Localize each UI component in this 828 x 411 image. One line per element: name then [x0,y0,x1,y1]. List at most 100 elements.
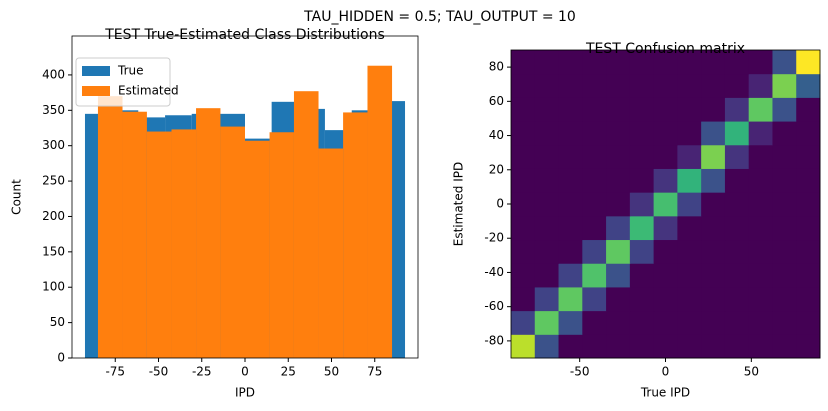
heatmap-cell [724,97,750,122]
heatmap-cell [677,168,702,193]
y-tick-label: 150 [42,244,65,258]
heatmap-cell [511,168,536,193]
heatmap-cell [724,144,750,169]
heatmap-cell [701,192,726,217]
heatmap-cell [511,97,536,122]
y-tick-label: -40 [484,265,504,279]
heatmap-cell [511,144,536,169]
y-tick-label: 250 [42,174,65,188]
heatmap-cell [748,97,773,122]
heatmap-cell [629,263,655,288]
heatmap-cell [772,192,797,217]
heatmap-cell [582,168,607,193]
heatmap-cell [534,144,560,169]
y-tick-label: -60 [484,299,504,313]
heatmap-cell [772,168,797,193]
y-tick-label: 350 [42,103,65,117]
x-tick-label: 50 [744,365,759,379]
histogram-bar [220,126,245,358]
heatmap-cell [558,144,583,169]
heatmap-cell [677,192,702,217]
histogram-bar [122,111,147,358]
heatmap-cell [558,334,583,359]
heatmap-cell [511,263,536,288]
heatmap-cell [701,50,726,75]
heatmap-cell [534,97,560,122]
heatmap-cell [748,192,773,217]
heatmap-cell [629,310,655,335]
heatmap-cell [701,73,726,98]
heatmap-cell [701,144,726,169]
heatmap-cell [534,286,560,312]
heatmap-cell [653,97,678,122]
heatmap-cell [582,334,607,359]
histogram-bar [196,108,221,358]
heatmap-cell [558,215,583,241]
histogram-bar [146,131,172,358]
heatmap-cell [511,121,536,146]
heatmap-cell [606,73,631,98]
heatmap-cell [796,263,821,288]
heatmap-cell [748,144,773,169]
histogram-bar [171,129,197,358]
heatmap-cell [677,286,702,312]
histogram-bar [97,96,123,359]
heatmap-cell [582,310,607,335]
y-tick-label: 0 [496,197,504,211]
x-tick-label: -75 [105,365,125,379]
heatmap-cell [772,97,797,122]
heatmap-cell [677,215,702,241]
histogram-bar [318,148,344,358]
heatmap-cell [606,334,631,359]
heatmap-cell [653,50,678,75]
heatmap-cell [511,215,536,241]
heatmap-cell [511,286,536,312]
heatmap-cell [629,334,655,359]
heatmap-cell [653,121,678,146]
y-tick-label: 100 [42,280,65,294]
heatmap-cell [606,263,631,288]
heatmap-cell [748,50,773,75]
heatmap-cell [724,50,750,75]
heatmap-cell [582,215,607,241]
heatmap-cell [748,239,773,264]
x-tick-label: 0 [241,365,249,379]
heatmap-cell [748,121,773,146]
heatmap-cell [701,168,726,193]
x-tick-label: -25 [192,365,212,379]
heatmap-cell [558,310,583,335]
heatmap-cell [772,310,797,335]
chart-title: TEST Confusion matrix [585,41,745,57]
legend-label: Estimated [118,84,179,98]
heatmap-cell [796,310,821,335]
heatmap-cell [653,334,678,359]
heatmap-cell [511,334,536,359]
x-axis-label: True IPD [640,386,690,400]
heatmap-cell [772,215,797,241]
heatmap-cell [629,168,655,193]
heatmap-cell [796,168,821,193]
heatmap-cell [701,239,726,264]
heatmap-cell [796,192,821,217]
y-tick-label: 0 [57,351,65,365]
heatmap-cell [511,192,536,217]
axes-frame [71,35,419,359]
heatmap-cell [724,73,750,98]
heatmap-cell [534,239,560,264]
x-tick-label: 25 [281,365,296,379]
histogram-bar [367,65,393,358]
y-axis-label: Count [10,179,24,215]
heatmap-cell [511,50,536,75]
legend-swatch [82,66,110,76]
axes-frame [510,49,821,359]
histogram-bar [293,91,319,358]
heatmap-cell [677,73,702,98]
heatmap-cell [748,215,773,241]
x-tick-label: -50 [570,365,590,379]
heatmap-cell [796,121,821,146]
y-axis-label: Estimated IPD [452,162,466,246]
heatmap-cell [606,97,631,122]
heatmap-cell [772,50,797,75]
heatmap-cell [558,286,583,312]
heatmap-cell [653,310,678,335]
